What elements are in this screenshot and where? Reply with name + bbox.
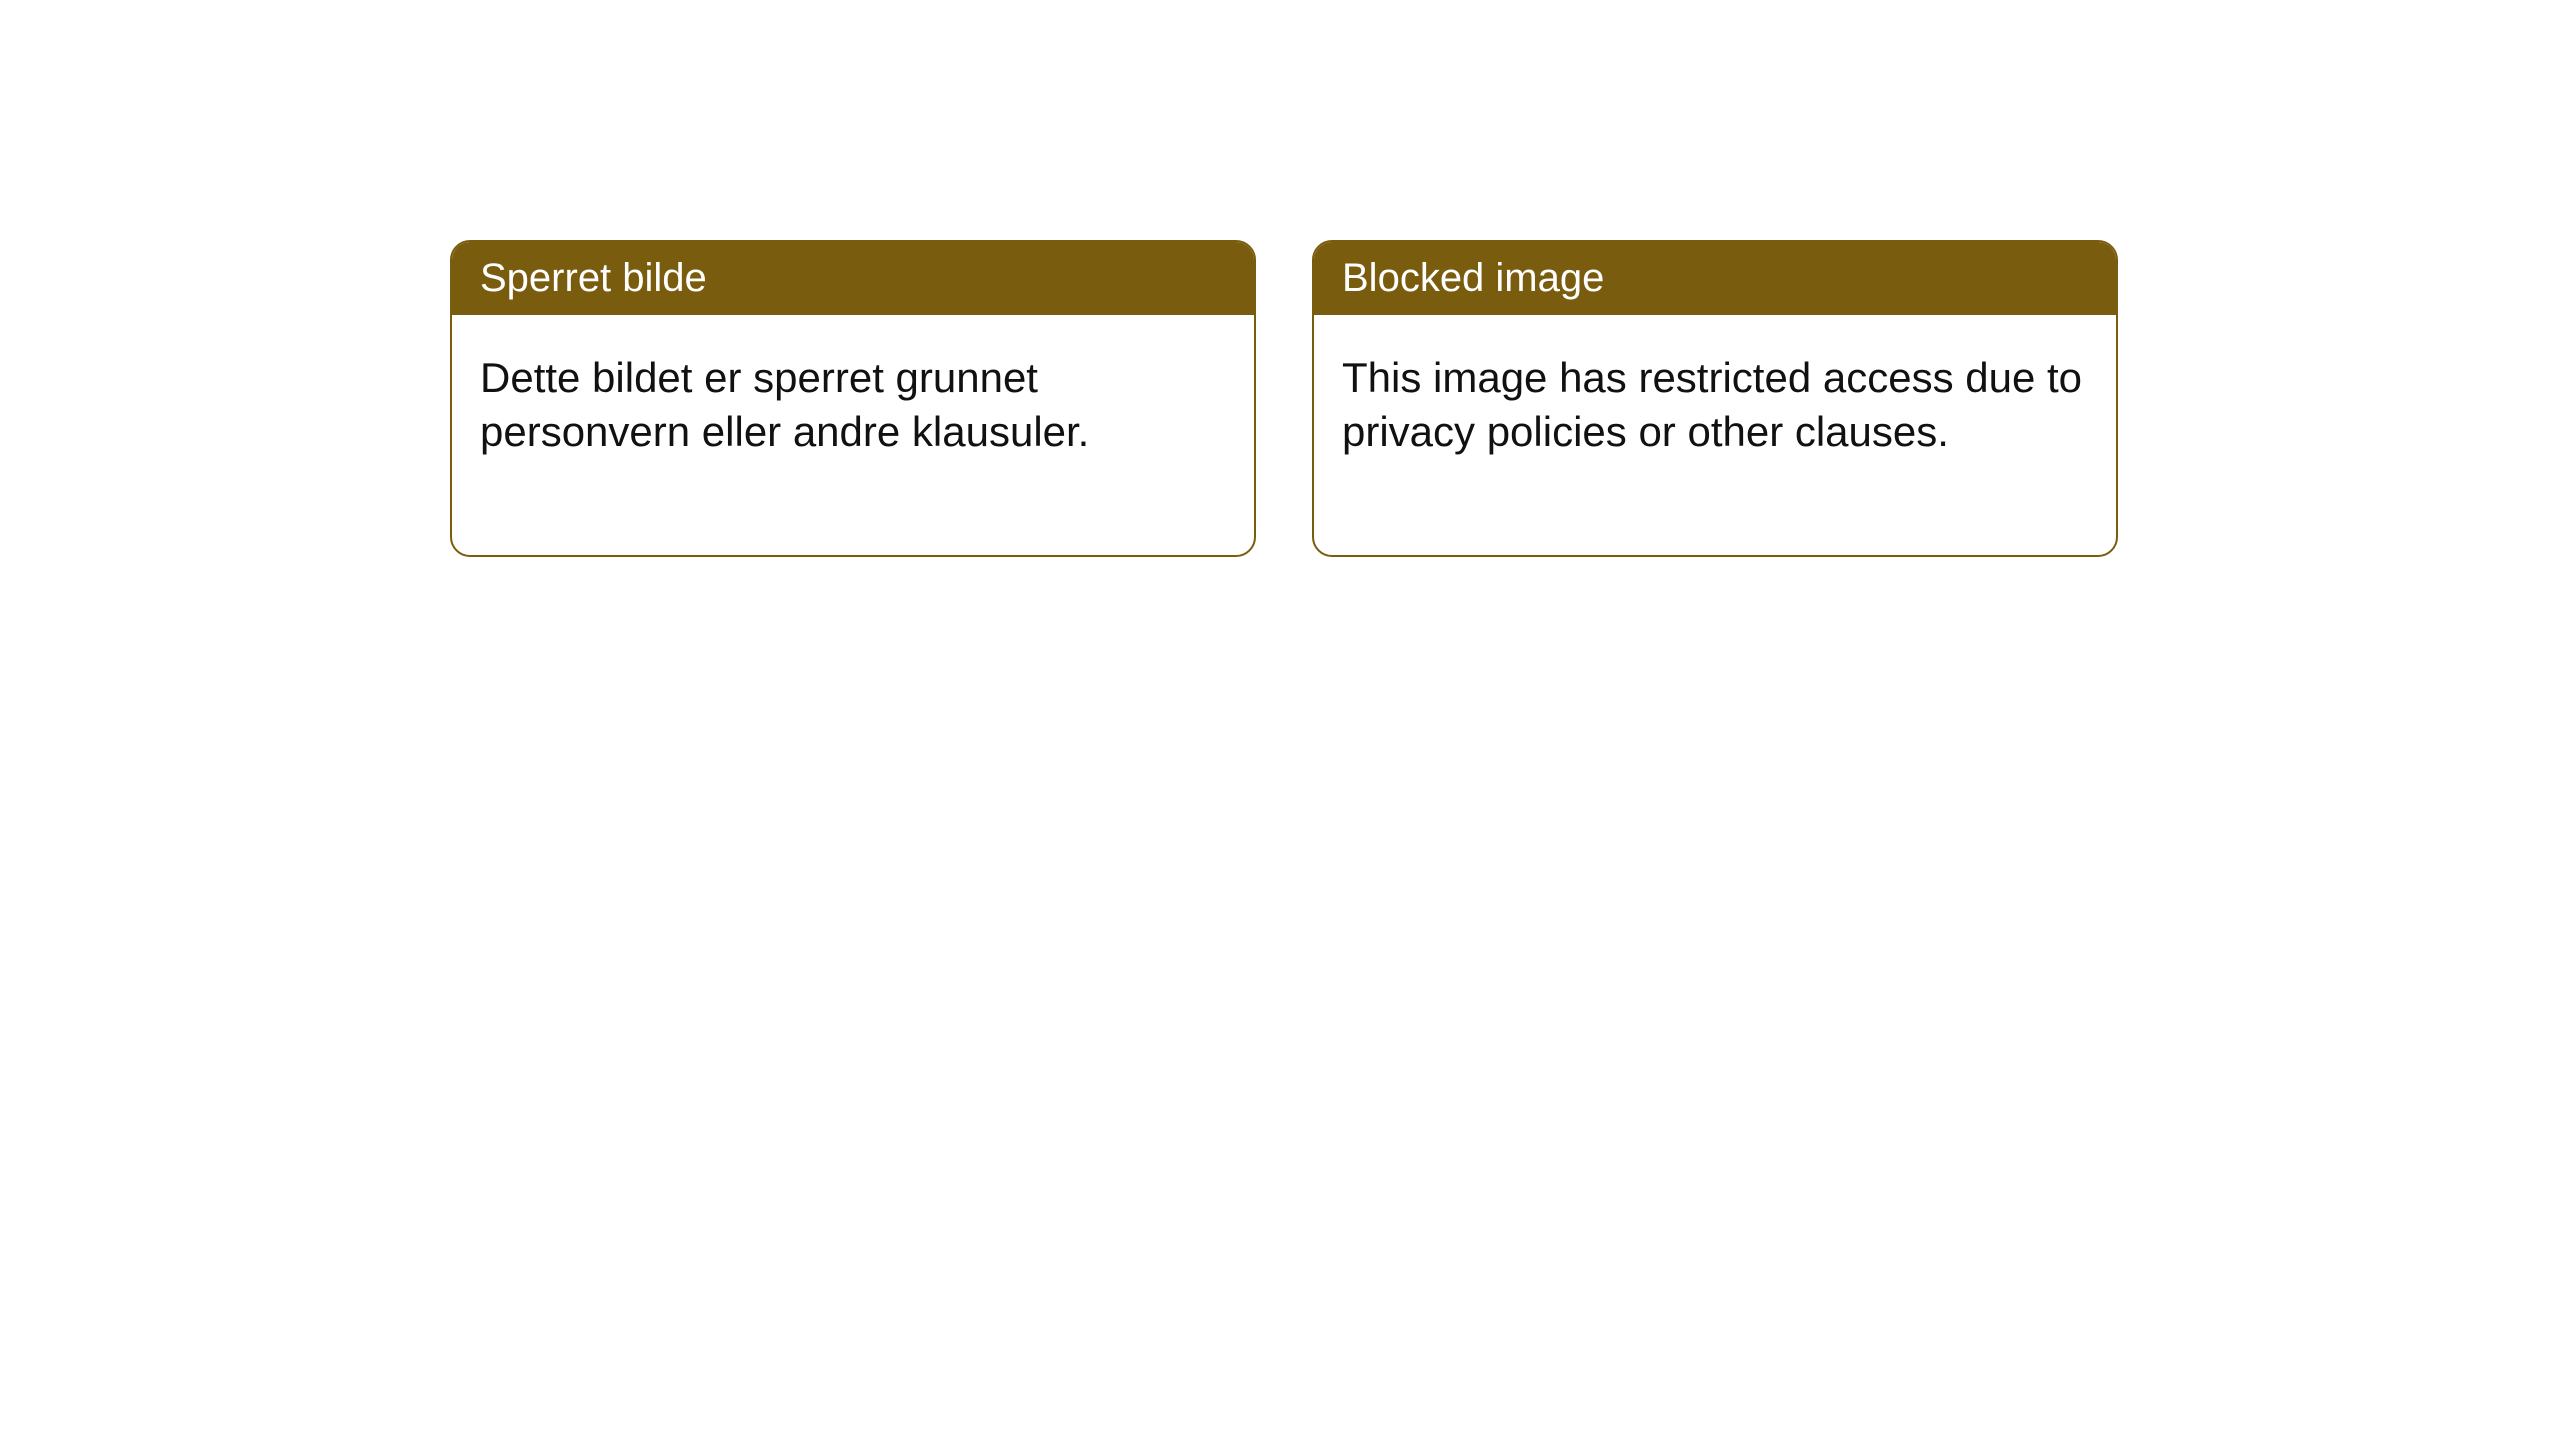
notice-card-body: This image has restricted access due to … (1314, 315, 2116, 555)
notice-card-norwegian: Sperret bilde Dette bildet er sperret gr… (450, 240, 1256, 557)
notice-card-body-text: Dette bildet er sperret grunnet personve… (480, 354, 1089, 455)
notice-card-header: Blocked image (1314, 242, 2116, 315)
notice-card-title: Sperret bilde (480, 256, 707, 300)
notice-card-body: Dette bildet er sperret grunnet personve… (452, 315, 1254, 555)
notice-card-body-text: This image has restricted access due to … (1342, 354, 2082, 455)
notice-cards-container: Sperret bilde Dette bildet er sperret gr… (450, 240, 2118, 557)
notice-card-title: Blocked image (1342, 256, 1604, 300)
notice-card-english: Blocked image This image has restricted … (1312, 240, 2118, 557)
notice-card-header: Sperret bilde (452, 242, 1254, 315)
